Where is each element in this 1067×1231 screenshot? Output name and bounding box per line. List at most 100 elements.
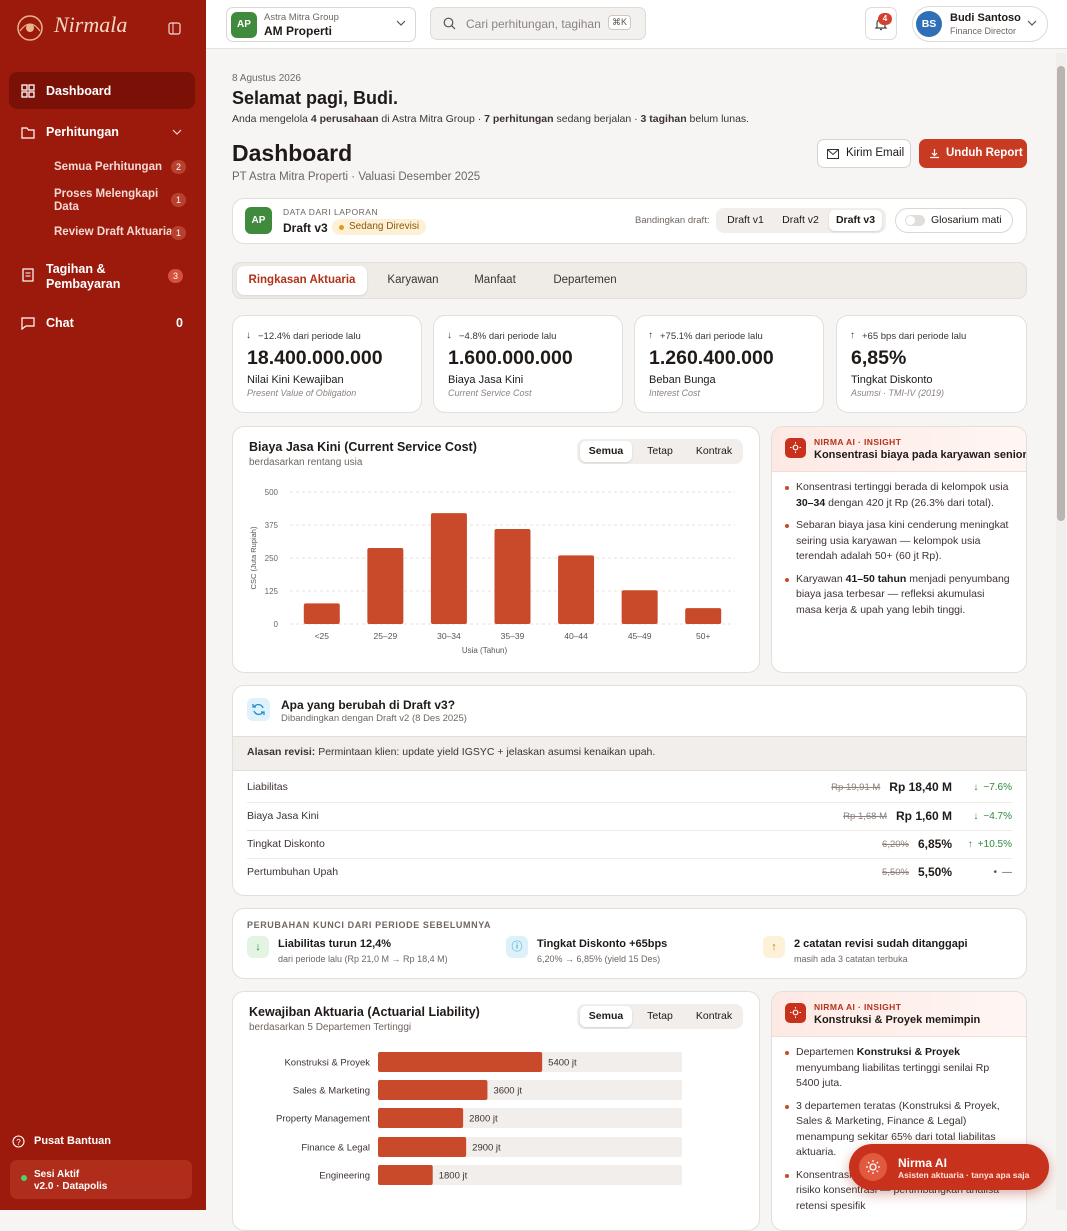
key-detail: masih ada 3 catatan terbuka — [794, 954, 908, 964]
row-label: Liabilitas — [247, 781, 288, 793]
insight-title: Konsentrasi biaya pada karyawan senior — [814, 449, 1027, 461]
row-values: Rp 1,68 M Rp 1,60 M ↓ −4.7% — [600, 809, 1012, 823]
segment-option[interactable]: Semua — [580, 1006, 632, 1027]
bullet-part: menyumbang liabilitas tertinggi senilai … — [796, 1061, 990, 1090]
tab[interactable]: Departemen — [553, 274, 617, 286]
sun-icon — [790, 442, 801, 453]
row-label: Biaya Jasa Kini — [247, 810, 319, 822]
x-tick-label: 50+ — [696, 631, 710, 641]
segment-option[interactable]: Tetap — [647, 1010, 673, 1022]
old-value: 5,50% — [882, 866, 909, 878]
switch — [905, 215, 925, 226]
x-axis-title: Usia (Tahun) — [462, 646, 508, 655]
insight-bullet: Sebaran biaya jasa kini cenderung mening… — [785, 518, 1011, 565]
reason-label: Alasan revisi: — [247, 746, 316, 758]
reason: Alasan revisi: Permintaan klien: update … — [247, 746, 655, 758]
insight-header — [772, 427, 1026, 472]
insight-bullets: Departemen Konstruksi & Proyek menyumban… — [785, 1045, 1011, 1221]
x-tick-label: 45–49 — [628, 631, 652, 641]
scrollbar[interactable] — [1056, 53, 1066, 1210]
filter: Semua Tetap Kontrak — [577, 1004, 743, 1029]
row-values: Rp 19,91 M Rp 18,40 M ↓ −7.6% — [600, 780, 1012, 794]
company-selector[interactable] — [226, 7, 416, 42]
nav-sub[interactable]: Semua Perhitungan — [54, 161, 162, 173]
x-tick-label: 30–34 — [437, 631, 461, 641]
delta-arrow: ↑ — [967, 838, 973, 850]
glossary-toggle[interactable] — [895, 208, 1013, 233]
icon — [22, 268, 34, 282]
assistant-tagline: Asisten aktuaria · tanya apa saja — [898, 1170, 1030, 1180]
summary-part: 3 tagihan — [640, 113, 687, 125]
value-label: 1800 jt — [439, 1171, 468, 1182]
insight-tag: NIRMA AI · INSIGHT — [814, 437, 902, 447]
bullet-part: menjadi penyumbang biaya jasa terbesar —… — [796, 572, 1010, 616]
nav-sub[interactable]: Review Draft Aktuaria — [54, 226, 173, 238]
segment-option[interactable]: Semua — [580, 441, 632, 462]
scroll-thumb[interactable] — [1057, 66, 1065, 521]
status-dot — [21, 1175, 27, 1181]
nav-tagihan[interactable]: Tagihan & Pembayaran — [46, 262, 121, 291]
collapse-button[interactable] — [168, 22, 181, 35]
summary-part: belum lunas. — [686, 113, 750, 125]
kpi-card — [836, 315, 1027, 413]
segment-option[interactable]: Draft v2 — [782, 214, 819, 226]
nav-chat[interactable]: Chat — [46, 316, 74, 330]
old-value: 6,20% — [882, 838, 909, 850]
category-label: Property Management — [276, 1114, 370, 1125]
row-divider — [247, 858, 1012, 859]
x-tick-label: 40–44 — [564, 631, 588, 641]
summary-part: 7 perhitungan — [484, 113, 554, 125]
delta: • — — [958, 867, 1012, 878]
bar-chart: 0 125 250 375 500 <25 25–29 30–34 35–39 40–44 45–4… — [249, 488, 735, 655]
bar — [303, 603, 340, 624]
draft-avatar: AP — [245, 207, 272, 234]
user-avatar: BS — [916, 11, 942, 37]
summary-part: sedang berjalan · — [553, 113, 641, 125]
summary-part: di Astra Mitra Group · — [378, 113, 485, 125]
email-button[interactable] — [817, 139, 911, 168]
sun-core — [792, 444, 799, 451]
bullet-part: 3 departemen teratas (Konstruksi & Proye… — [796, 1099, 1000, 1159]
sun-icon — [866, 1160, 880, 1174]
hbar-chart: Konstruksi & Proyek 5400 jt Sales & Market… — [276, 1052, 682, 1185]
insight-card: NIRMA AI · INSIGHT Konsentrasi biaya pada… — [771, 426, 1027, 673]
nav-sub[interactable]: Proses Melengkapi Data — [54, 188, 159, 213]
row-values: 5,50% 5,50% • — — [600, 865, 1012, 879]
nav-perhitungan[interactable]: Perhitungan — [46, 125, 119, 139]
y-axis-title: CSC (Juta Rupiah) — [249, 526, 258, 589]
x-tick-label: <25 — [315, 631, 330, 641]
kpi-value: 18.400.000.000 — [247, 347, 383, 369]
user-menu[interactable] — [912, 6, 1048, 42]
changes-subtitle: Dibandingkan dengan Draft v2 (8 Des 2025… — [281, 713, 467, 724]
segment-option[interactable]: Draft v1 — [727, 214, 764, 226]
tab[interactable]: Manfaat — [474, 274, 516, 286]
bar — [378, 1052, 543, 1072]
sidebar: Nirmala Dashboard Perhitungan Semua Perh… — [0, 0, 206, 1210]
segment-option[interactable]: Kontrak — [695, 1010, 733, 1022]
bar — [494, 528, 531, 624]
company-group: Astra Mitra Group — [264, 12, 339, 23]
category-label: Finance & Legal — [301, 1143, 370, 1154]
new-value: Rp 1,60 M — [895, 809, 952, 823]
segment-option[interactable]: Kontrak — [695, 445, 733, 457]
row-label: Pertumbuhan Upah — [247, 866, 339, 878]
bar — [378, 1137, 467, 1157]
company-avatar: AP — [231, 12, 257, 38]
bullet-part: 41–50 tahun — [845, 572, 907, 585]
tab[interactable]: Ringkasan Aktuaria — [237, 266, 367, 295]
help-link[interactable]: Pusat Bantuan — [34, 1135, 112, 1147]
bullet-part: Sebaran biaya jasa kini cenderung mening… — [796, 519, 1009, 562]
notification-button[interactable] — [865, 7, 897, 40]
tab[interactable]: Karyawan — [387, 274, 439, 286]
session-status: Sesi Aktif — [34, 1169, 80, 1180]
user-name: Budi Santoso — [950, 12, 1021, 24]
badge: 2 — [171, 160, 186, 174]
nav-dashboard[interactable]: Dashboard — [46, 84, 112, 98]
delta-value: +10.5% — [977, 838, 1012, 850]
insight-bullet: Konsentrasi tertinggi berada di kelompok… — [785, 480, 1011, 511]
nav-item-active[interactable] — [9, 72, 195, 109]
segment-option[interactable]: Tetap — [647, 445, 673, 457]
search-icon — [443, 17, 456, 30]
segment-option[interactable]: Draft v3 — [829, 210, 882, 231]
